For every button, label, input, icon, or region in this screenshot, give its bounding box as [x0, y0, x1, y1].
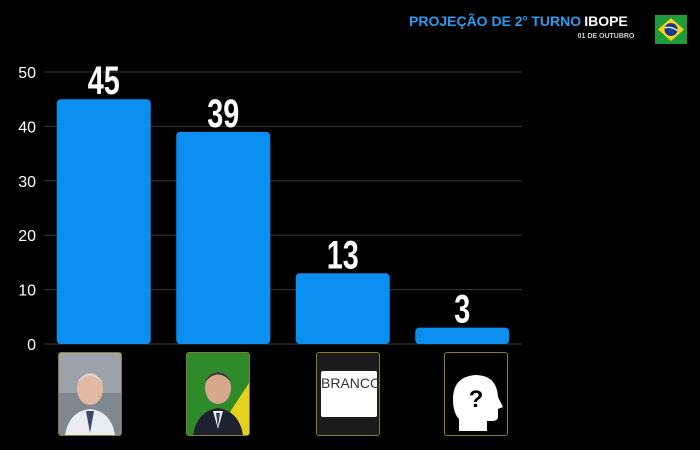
bar-value-label: 45 [88, 59, 120, 104]
y-tick-label: 10 [18, 283, 36, 300]
bar-value-label: 13 [327, 233, 359, 278]
bar [415, 327, 510, 344]
unknown-vote-card: ? [444, 352, 508, 436]
bar-value-label: 3 [454, 287, 470, 332]
bar [176, 131, 271, 344]
y-tick-label: 40 [18, 119, 36, 136]
brazil-flag-icon [655, 15, 687, 44]
poll-source: IBOPE 01 DE OUTUBRO [572, 13, 640, 40]
blank-vote-label: BRANCO [321, 375, 380, 391]
candidate-photo-1 [58, 352, 122, 436]
unknown-person-icon: ? [453, 375, 503, 431]
chart-title: PROJEÇÃO DE 2o TURNO [409, 13, 582, 29]
candidate-photo-2 [186, 352, 250, 436]
y-tick-label: 0 [27, 337, 36, 354]
poll-date: 01 DE OUTUBRO [577, 33, 635, 40]
svg-text:?: ? [469, 386, 484, 413]
blank-vote-card: BRANCO [316, 352, 380, 436]
y-tick-label: 20 [18, 228, 36, 245]
bar-value-label: 39 [207, 91, 239, 136]
y-tick-label: 30 [18, 174, 36, 191]
bar [56, 99, 151, 344]
y-tick-label: 50 [18, 65, 36, 82]
source-name: IBOPE [584, 13, 628, 29]
bar [295, 273, 390, 344]
